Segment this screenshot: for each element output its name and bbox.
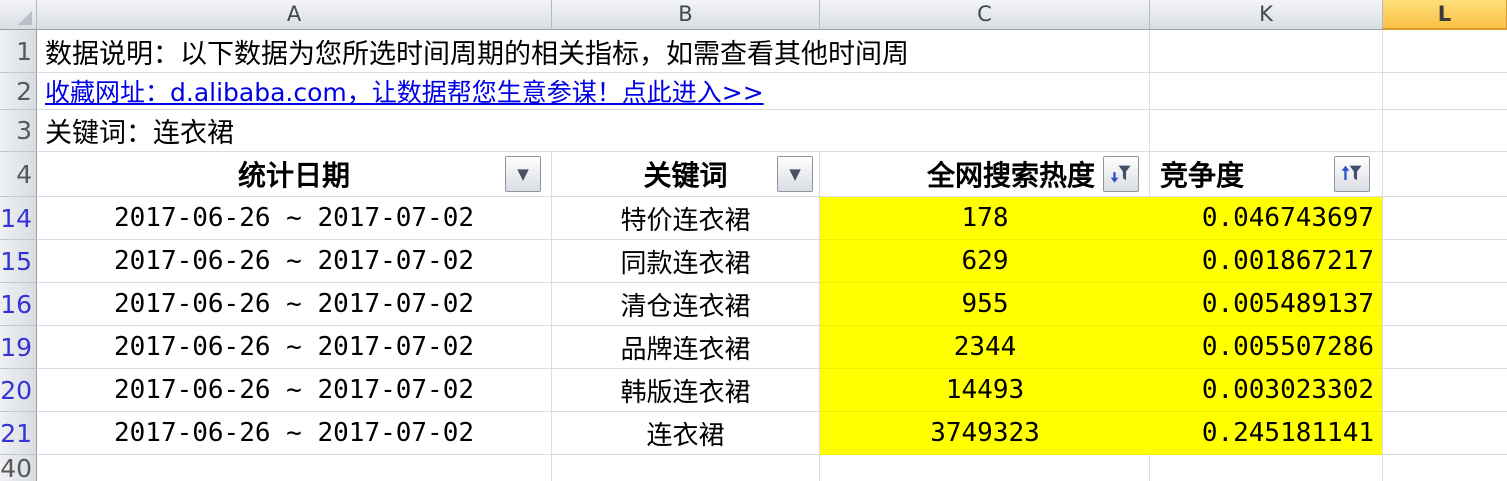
date-column-label: 统计日期 — [237, 159, 350, 192]
date-cell[interactable]: 2017-06-26 ~ 2017-07-02 — [37, 412, 552, 455]
search-heat-filter-button[interactable] — [1103, 156, 1139, 192]
row-header-2[interactable]: 2 — [0, 73, 37, 110]
empty-cell[interactable] — [552, 455, 820, 481]
row-2: 2 收藏网址：d.alibaba.com，让数据帮您生意参谋！点此进入>> — [0, 73, 1507, 110]
empty-cell[interactable] — [1383, 455, 1507, 481]
search-heat-cell[interactable]: 2344 — [820, 326, 1150, 369]
keyword-cell[interactable]: 连衣裙 — [552, 412, 820, 455]
column-header-c[interactable]: C — [820, 0, 1150, 30]
row-header-3[interactable]: 3 — [0, 110, 37, 152]
competition-column-label: 竞争度 — [1160, 159, 1245, 192]
row-header-4[interactable]: 4 — [0, 152, 37, 197]
funnel-sort-ascending-icon — [1341, 165, 1362, 181]
date-cell[interactable]: 2017-06-26 ~ 2017-07-02 — [37, 369, 552, 412]
competition-cell[interactable]: 0.245181141 — [1150, 412, 1383, 455]
row-header-20[interactable]: 20 — [0, 369, 37, 412]
competition-cell[interactable]: 0.046743697 — [1150, 197, 1383, 240]
table-row: 19 2017-06-26 ~ 2017-07-02 品牌连衣裙 2344 0.… — [0, 326, 1507, 369]
keyword-label-text: 关键词：连衣裙 — [45, 118, 234, 149]
search-heat-cell[interactable]: 178 — [820, 197, 1150, 240]
empty-cell[interactable] — [1383, 326, 1507, 369]
cell-a3[interactable]: 关键词：连衣裙 — [37, 110, 1150, 152]
cell-a2[interactable]: 收藏网址：d.alibaba.com，让数据帮您生意参谋！点此进入>> — [37, 73, 1150, 110]
row-header-14[interactable]: 14 — [0, 197, 37, 240]
date-cell[interactable]: 2017-06-26 ~ 2017-07-02 — [37, 283, 552, 326]
keyword-cell[interactable]: 特价连衣裙 — [552, 197, 820, 240]
cell-l1[interactable] — [1383, 30, 1507, 73]
empty-cell[interactable] — [37, 455, 552, 481]
column-header-b[interactable]: B — [552, 0, 820, 30]
competition-cell[interactable]: 0.003023302 — [1150, 369, 1383, 412]
competition-cell[interactable]: 0.005489137 — [1150, 283, 1383, 326]
table-row: 15 2017-06-26 ~ 2017-07-02 同款连衣裙 629 0.0… — [0, 240, 1507, 283]
table-row: 16 2017-06-26 ~ 2017-07-02 清仓连衣裙 955 0.0… — [0, 283, 1507, 326]
cell-l3[interactable] — [1383, 110, 1507, 152]
cell-k3[interactable] — [1150, 110, 1383, 152]
keyword-cell[interactable]: 品牌连衣裙 — [552, 326, 820, 369]
search-heat-cell[interactable]: 14493 — [820, 369, 1150, 412]
chevron-down-icon: ▼ — [517, 164, 529, 183]
date-filter-dropdown-button[interactable]: ▼ — [505, 156, 541, 192]
empty-cell[interactable] — [1383, 369, 1507, 412]
header-cell-search-heat[interactable]: 全网搜索热度 — [820, 152, 1150, 197]
empty-cell[interactable] — [1383, 197, 1507, 240]
search-heat-cell[interactable]: 3749323 — [820, 412, 1150, 455]
header-cell-l[interactable] — [1383, 152, 1507, 197]
cell-a1[interactable]: 数据说明：以下数据为您所选时间周期的相关指标，如需查看其他时间周 — [37, 30, 1150, 73]
header-cell-date[interactable]: 统计日期 ▼ — [37, 152, 552, 197]
empty-cell[interactable] — [1383, 240, 1507, 283]
row-1: 1 数据说明：以下数据为您所选时间周期的相关指标，如需查看其他时间周 — [0, 30, 1507, 73]
keyword-filter-dropdown-button[interactable]: ▼ — [777, 156, 813, 192]
keyword-cell[interactable]: 韩版连衣裙 — [552, 369, 820, 412]
date-cell[interactable]: 2017-06-26 ~ 2017-07-02 — [37, 197, 552, 240]
keyword-column-label: 关键词 — [643, 159, 728, 192]
competition-filter-button[interactable] — [1334, 156, 1370, 192]
select-all-corner[interactable] — [0, 0, 37, 30]
row-header-1[interactable]: 1 — [0, 30, 37, 73]
keyword-cell[interactable]: 同款连衣裙 — [552, 240, 820, 283]
empty-cell[interactable] — [820, 455, 1150, 481]
table-header-row: 4 统计日期 ▼ 关键词 ▼ 全网搜索热度 竞争度 — [0, 152, 1507, 197]
header-cell-keyword[interactable]: 关键词 ▼ — [552, 152, 820, 197]
row-header-40[interactable]: 40 — [0, 455, 37, 481]
row-40: 40 — [0, 455, 1507, 481]
data-description-text: 数据说明：以下数据为您所选时间周期的相关指标，如需查看其他时间周 — [45, 38, 909, 70]
table-row: 20 2017-06-26 ~ 2017-07-02 韩版连衣裙 14493 0… — [0, 369, 1507, 412]
row-header-16[interactable]: 16 — [0, 283, 37, 326]
column-header-a[interactable]: A — [37, 0, 552, 30]
column-header-l-selected[interactable]: L — [1383, 0, 1507, 30]
search-heat-cell[interactable]: 629 — [820, 240, 1150, 283]
date-cell[interactable]: 2017-06-26 ~ 2017-07-02 — [37, 326, 552, 369]
date-cell[interactable]: 2017-06-26 ~ 2017-07-02 — [37, 240, 552, 283]
competition-cell[interactable]: 0.005507286 — [1150, 326, 1383, 369]
empty-cell[interactable] — [1383, 412, 1507, 455]
column-header-row: A B C K L — [0, 0, 1507, 30]
cell-k2[interactable] — [1150, 73, 1383, 110]
row-header-15[interactable]: 15 — [0, 240, 37, 283]
chevron-down-icon: ▼ — [789, 164, 801, 183]
keyword-cell[interactable]: 清仓连衣裙 — [552, 283, 820, 326]
row-3: 3 关键词：连衣裙 — [0, 110, 1507, 152]
row-header-21[interactable]: 21 — [0, 412, 37, 455]
row-header-19[interactable]: 19 — [0, 326, 37, 369]
search-heat-column-label: 全网搜索热度 — [926, 159, 1095, 192]
empty-cell[interactable] — [1150, 455, 1383, 481]
select-all-triangle-icon — [18, 11, 32, 25]
table-row: 14 2017-06-26 ~ 2017-07-02 特价连衣裙 178 0.0… — [0, 197, 1507, 240]
alibaba-hyperlink[interactable]: 收藏网址：d.alibaba.com，让数据帮您生意参谋！点此进入>> — [45, 78, 764, 107]
funnel-sort-descending-icon — [1110, 165, 1131, 183]
competition-cell[interactable]: 0.001867217 — [1150, 240, 1383, 283]
table-row: 21 2017-06-26 ~ 2017-07-02 连衣裙 3749323 0… — [0, 412, 1507, 455]
header-cell-competition[interactable]: 竞争度 — [1150, 152, 1383, 197]
empty-cell[interactable] — [1383, 283, 1507, 326]
search-heat-cell[interactable]: 955 — [820, 283, 1150, 326]
cell-k1[interactable] — [1150, 30, 1383, 73]
cell-l2[interactable] — [1383, 73, 1507, 110]
column-header-k[interactable]: K — [1150, 0, 1383, 30]
